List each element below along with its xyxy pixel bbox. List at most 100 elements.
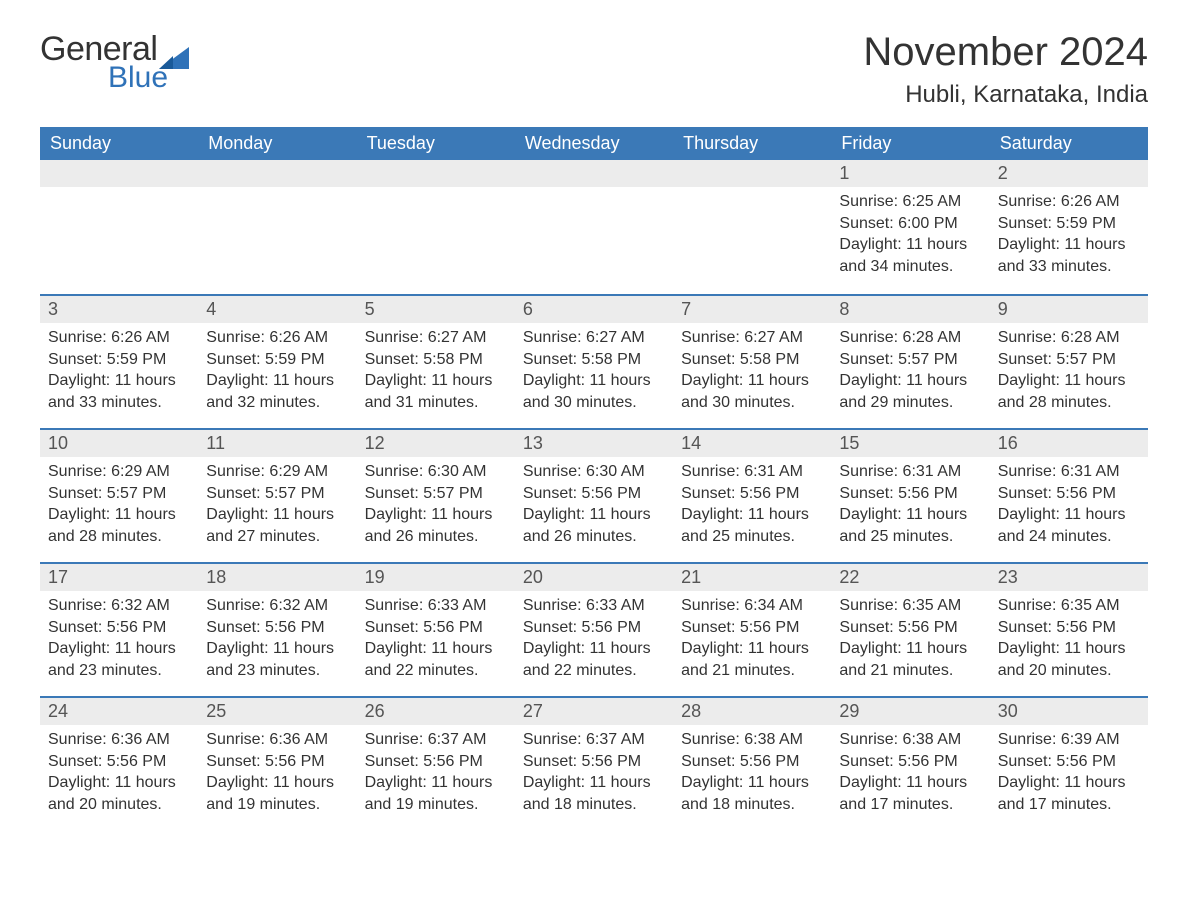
sunrise-line: Sunrise: 6:27 AM — [523, 327, 665, 349]
sunset-line: Sunset: 5:56 PM — [365, 751, 507, 773]
day-body: Sunrise: 6:38 AMSunset: 5:56 PMDaylight:… — [673, 725, 831, 823]
day-number: 10 — [40, 428, 198, 457]
sunrise-line: Sunrise: 6:29 AM — [48, 461, 190, 483]
day-body: Sunrise: 6:32 AMSunset: 5:56 PMDaylight:… — [198, 591, 356, 689]
sunrise-line: Sunrise: 6:38 AM — [681, 729, 823, 751]
day-number: 26 — [357, 696, 515, 725]
logo-text-blue: Blue — [108, 61, 168, 95]
day-number: 12 — [357, 428, 515, 457]
sunset-line: Sunset: 5:56 PM — [48, 617, 190, 639]
calendar-cell: 15Sunrise: 6:31 AMSunset: 5:56 PMDayligh… — [831, 428, 989, 562]
sunrise-line: Sunrise: 6:26 AM — [998, 191, 1140, 213]
day-number: 17 — [40, 562, 198, 591]
calendar-cell: 24Sunrise: 6:36 AMSunset: 5:56 PMDayligh… — [40, 696, 198, 830]
day-body: Sunrise: 6:29 AMSunset: 5:57 PMDaylight:… — [198, 457, 356, 555]
day-number: 22 — [831, 562, 989, 591]
calendar-cell: 28Sunrise: 6:38 AMSunset: 5:56 PMDayligh… — [673, 696, 831, 830]
sunset-line: Sunset: 5:56 PM — [998, 617, 1140, 639]
day-body: Sunrise: 6:37 AMSunset: 5:56 PMDaylight:… — [515, 725, 673, 823]
sunrise-line: Sunrise: 6:38 AM — [839, 729, 981, 751]
calendar-row: 17Sunrise: 6:32 AMSunset: 5:56 PMDayligh… — [40, 562, 1148, 696]
sunrise-line: Sunrise: 6:33 AM — [365, 595, 507, 617]
sunset-line: Sunset: 5:56 PM — [998, 751, 1140, 773]
location: Hubli, Karnataka, India — [863, 81, 1148, 109]
daylight-line: Daylight: 11 hours and 26 minutes. — [365, 504, 507, 547]
calendar-cell: 22Sunrise: 6:35 AMSunset: 5:56 PMDayligh… — [831, 562, 989, 696]
sunset-line: Sunset: 5:58 PM — [523, 349, 665, 371]
col-header: Friday — [831, 127, 989, 160]
day-body: Sunrise: 6:27 AMSunset: 5:58 PMDaylight:… — [673, 323, 831, 421]
sunset-line: Sunset: 5:57 PM — [365, 483, 507, 505]
day-number: 14 — [673, 428, 831, 457]
day-body: Sunrise: 6:30 AMSunset: 5:56 PMDaylight:… — [515, 457, 673, 555]
day-number: 21 — [673, 562, 831, 591]
daylight-line: Daylight: 11 hours and 21 minutes. — [839, 638, 981, 681]
day-number-empty — [40, 160, 198, 187]
day-number: 7 — [673, 294, 831, 323]
sunset-line: Sunset: 5:56 PM — [998, 483, 1140, 505]
sunrise-line: Sunrise: 6:34 AM — [681, 595, 823, 617]
sunset-line: Sunset: 5:56 PM — [523, 617, 665, 639]
day-body: Sunrise: 6:26 AMSunset: 5:59 PMDaylight:… — [990, 187, 1148, 285]
col-header: Sunday — [40, 127, 198, 160]
sunrise-line: Sunrise: 6:33 AM — [523, 595, 665, 617]
daylight-line: Daylight: 11 hours and 21 minutes. — [681, 638, 823, 681]
day-number-empty — [357, 160, 515, 187]
day-body: Sunrise: 6:35 AMSunset: 5:56 PMDaylight:… — [831, 591, 989, 689]
logo: General Blue — [40, 30, 189, 95]
day-number: 13 — [515, 428, 673, 457]
daylight-line: Daylight: 11 hours and 23 minutes. — [206, 638, 348, 681]
daylight-line: Daylight: 11 hours and 28 minutes. — [48, 504, 190, 547]
daylight-line: Daylight: 11 hours and 17 minutes. — [839, 772, 981, 815]
day-number: 16 — [990, 428, 1148, 457]
calendar-table: SundayMondayTuesdayWednesdayThursdayFrid… — [40, 127, 1148, 830]
sunset-line: Sunset: 5:56 PM — [523, 483, 665, 505]
daylight-line: Daylight: 11 hours and 22 minutes. — [365, 638, 507, 681]
sunrise-line: Sunrise: 6:31 AM — [839, 461, 981, 483]
sunrise-line: Sunrise: 6:35 AM — [839, 595, 981, 617]
day-number: 28 — [673, 696, 831, 725]
day-body: Sunrise: 6:33 AMSunset: 5:56 PMDaylight:… — [515, 591, 673, 689]
day-number: 9 — [990, 294, 1148, 323]
sunset-line: Sunset: 5:56 PM — [839, 617, 981, 639]
daylight-line: Daylight: 11 hours and 18 minutes. — [681, 772, 823, 815]
day-body: Sunrise: 6:37 AMSunset: 5:56 PMDaylight:… — [357, 725, 515, 823]
sunrise-line: Sunrise: 6:31 AM — [998, 461, 1140, 483]
day-body: Sunrise: 6:31 AMSunset: 5:56 PMDaylight:… — [990, 457, 1148, 555]
day-number: 8 — [831, 294, 989, 323]
sunrise-line: Sunrise: 6:29 AM — [206, 461, 348, 483]
day-number-empty — [198, 160, 356, 187]
day-number: 6 — [515, 294, 673, 323]
day-body: Sunrise: 6:27 AMSunset: 5:58 PMDaylight:… — [357, 323, 515, 421]
sunset-line: Sunset: 6:00 PM — [839, 213, 981, 235]
sunrise-line: Sunrise: 6:31 AM — [681, 461, 823, 483]
sunrise-line: Sunrise: 6:32 AM — [48, 595, 190, 617]
day-body: Sunrise: 6:36 AMSunset: 5:56 PMDaylight:… — [198, 725, 356, 823]
sunrise-line: Sunrise: 6:32 AM — [206, 595, 348, 617]
sunset-line: Sunset: 5:57 PM — [998, 349, 1140, 371]
col-header: Wednesday — [515, 127, 673, 160]
day-body: Sunrise: 6:34 AMSunset: 5:56 PMDaylight:… — [673, 591, 831, 689]
day-number-empty — [515, 160, 673, 187]
calendar-cell: 23Sunrise: 6:35 AMSunset: 5:56 PMDayligh… — [990, 562, 1148, 696]
day-body: Sunrise: 6:31 AMSunset: 5:56 PMDaylight:… — [831, 457, 989, 555]
day-number: 11 — [198, 428, 356, 457]
calendar-cell: 25Sunrise: 6:36 AMSunset: 5:56 PMDayligh… — [198, 696, 356, 830]
calendar-cell: 20Sunrise: 6:33 AMSunset: 5:56 PMDayligh… — [515, 562, 673, 696]
sunrise-line: Sunrise: 6:28 AM — [998, 327, 1140, 349]
title-block: November 2024 Hubli, Karnataka, India — [863, 30, 1148, 109]
sunrise-line: Sunrise: 6:27 AM — [681, 327, 823, 349]
day-body: Sunrise: 6:32 AMSunset: 5:56 PMDaylight:… — [40, 591, 198, 689]
daylight-line: Daylight: 11 hours and 18 minutes. — [523, 772, 665, 815]
daylight-line: Daylight: 11 hours and 23 minutes. — [48, 638, 190, 681]
day-number: 15 — [831, 428, 989, 457]
sunset-line: Sunset: 5:56 PM — [523, 751, 665, 773]
day-body: Sunrise: 6:29 AMSunset: 5:57 PMDaylight:… — [40, 457, 198, 555]
sunset-line: Sunset: 5:57 PM — [48, 483, 190, 505]
sunrise-line: Sunrise: 6:30 AM — [365, 461, 507, 483]
calendar-row: 24Sunrise: 6:36 AMSunset: 5:56 PMDayligh… — [40, 696, 1148, 830]
daylight-line: Daylight: 11 hours and 26 minutes. — [523, 504, 665, 547]
calendar-cell — [40, 160, 198, 294]
day-body: Sunrise: 6:26 AMSunset: 5:59 PMDaylight:… — [198, 323, 356, 421]
sunset-line: Sunset: 5:56 PM — [681, 617, 823, 639]
